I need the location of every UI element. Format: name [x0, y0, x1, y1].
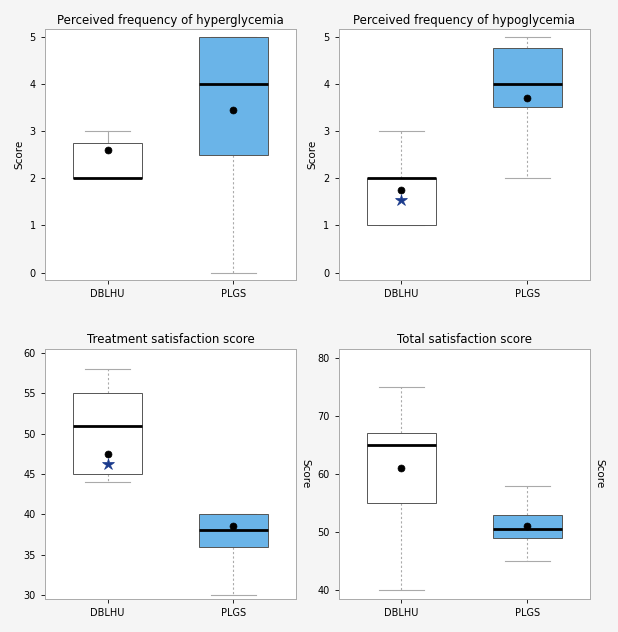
- Y-axis label: Score: Score: [308, 140, 318, 169]
- Bar: [367, 178, 436, 226]
- Bar: [199, 514, 268, 547]
- Y-axis label: Score: Score: [300, 459, 310, 489]
- Title: Perceived frequency of hyperglycemia: Perceived frequency of hyperglycemia: [57, 14, 284, 27]
- Bar: [73, 393, 142, 474]
- Bar: [73, 143, 142, 178]
- Title: Treatment satisfaction score: Treatment satisfaction score: [87, 333, 255, 346]
- Y-axis label: Score: Score: [14, 140, 24, 169]
- Bar: [493, 48, 562, 107]
- Bar: [199, 37, 268, 155]
- Bar: [367, 434, 436, 503]
- Title: Perceived frequency of hypoglycemia: Perceived frequency of hypoglycemia: [353, 14, 575, 27]
- Title: Total satisfaction score: Total satisfaction score: [397, 333, 532, 346]
- Y-axis label: Score: Score: [594, 459, 604, 489]
- Bar: [493, 514, 562, 538]
